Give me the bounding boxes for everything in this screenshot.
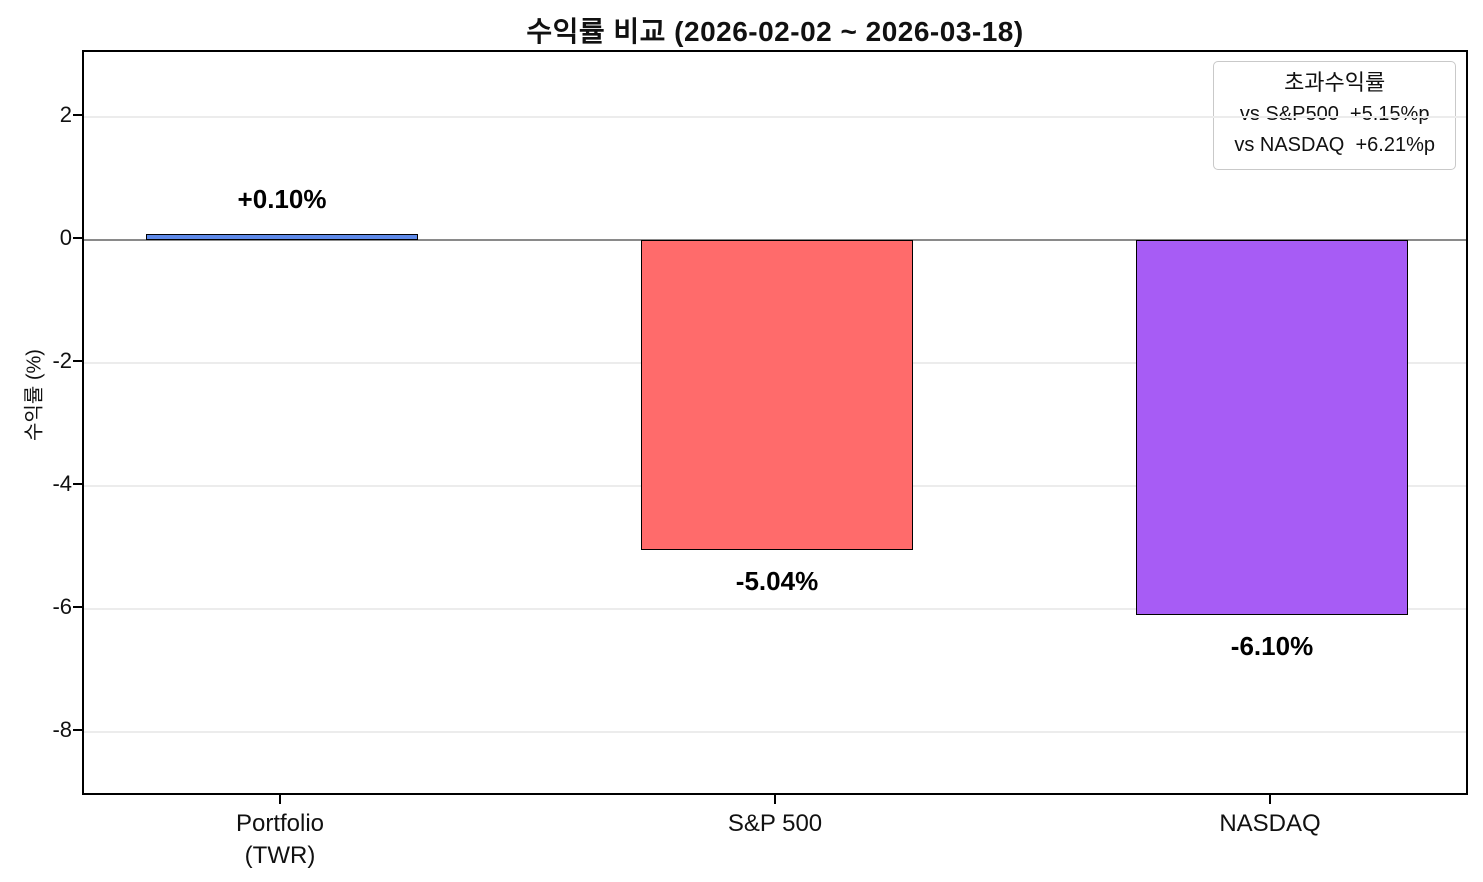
y-tick-mark <box>73 728 82 731</box>
y-tick-label: -8 <box>52 716 72 742</box>
chart-title: 수익률 비교 (2026-02-02 ~ 2026-03-18) <box>526 16 1024 47</box>
y-tick-label: 0 <box>59 225 72 251</box>
bar-sp500 <box>640 240 914 550</box>
x-tick-mark <box>1269 795 1271 804</box>
plot-area: 초과수익률 vs S&P500 +5.15%p vs NASDAQ +6.21%… <box>82 50 1468 795</box>
gridline <box>84 730 1466 733</box>
y-tick-mark <box>73 360 82 363</box>
legend-item-sp500: vs S&P500 +5.15%p <box>1239 103 1430 125</box>
y-tick-mark <box>73 114 82 117</box>
y-tick-mark <box>73 605 82 608</box>
x-tick-label-sp500: S&P 500 <box>727 810 823 837</box>
bar-value-label-sp500: -5.04% <box>735 565 819 596</box>
x-tick-mark <box>774 795 776 804</box>
gridline <box>84 607 1466 610</box>
y-tick-label: -2 <box>52 348 72 374</box>
bar-value-label-nasdaq: -6.10% <box>1230 631 1314 662</box>
gridline <box>84 116 1466 119</box>
x-tick-label-portfolio-twr: Portfolio (TWR) <box>235 810 325 870</box>
x-tick-label-nasdaq: NASDAQ <box>1219 810 1321 837</box>
y-tick-mark <box>73 482 82 485</box>
y-tick-mark <box>73 237 82 240</box>
bar-value-label-portfolio-twr: +0.10% <box>237 183 327 214</box>
x-tick-mark <box>279 795 281 804</box>
bar-portfolio-twr <box>145 233 419 241</box>
y-tick-label: -6 <box>52 593 72 619</box>
y-tick-label: 2 <box>59 102 72 128</box>
y-tick-label: -4 <box>52 470 72 496</box>
legend-title: 초과수익률 <box>1284 70 1386 95</box>
legend-item-nasdaq: vs NASDAQ +6.21%p <box>1234 134 1435 156</box>
legend-box: 초과수익률 vs S&P500 +5.15%p vs NASDAQ +6.21%… <box>1213 61 1456 170</box>
bar-nasdaq <box>1135 240 1409 616</box>
